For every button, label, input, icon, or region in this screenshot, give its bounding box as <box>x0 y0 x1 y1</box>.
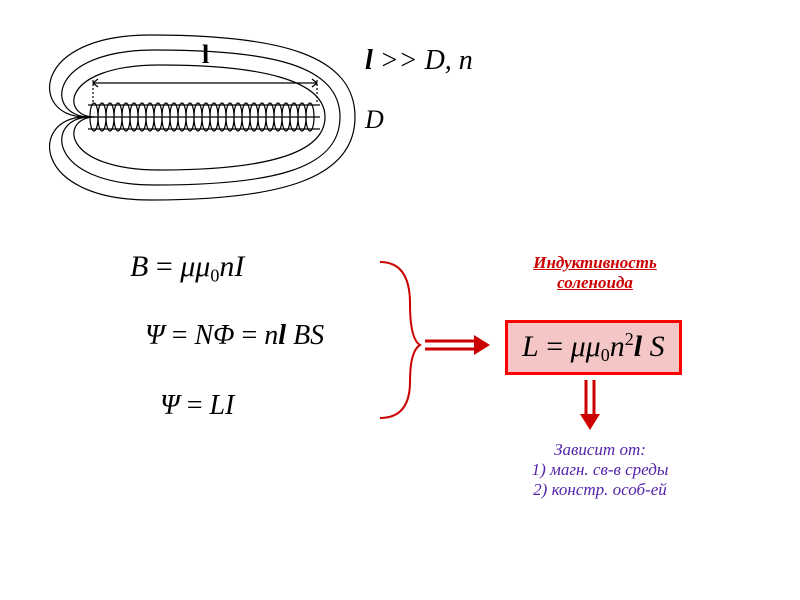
eq2-Psi: Ψ <box>145 320 165 351</box>
eq3-Psi: Ψ <box>160 390 180 421</box>
depends-list: Зависит от: 1) магн. св-в среды 2) конст… <box>500 440 700 500</box>
rf-S: S <box>650 330 665 363</box>
equation-B: B = μμ0nI <box>130 250 244 286</box>
eq2-eq2: = <box>235 320 265 351</box>
result-formula-box: L = μμ0n2l S <box>505 320 682 375</box>
rf-sup2: 2 <box>625 329 634 349</box>
eq2-l: l <box>278 320 286 351</box>
eq3-LI: LI <box>209 390 234 421</box>
rf-L: L <box>522 330 539 363</box>
condition-text: l l >> D, n >> D, n <box>365 45 473 77</box>
depends-line2: 1) магн. св-в среды <box>532 460 669 479</box>
inductance-title-line1: Индуктивность <box>533 253 657 272</box>
solenoid-diagram: l <box>20 25 370 210</box>
inductance-title: Индуктивность соленоида <box>510 253 680 293</box>
rf-sub0: 0 <box>601 345 610 365</box>
rf-l: l <box>634 330 642 363</box>
eq1-B: B <box>130 250 148 283</box>
slide: l l l >> D, n >> D, n D B = μμ0nI Ψ = NΦ… <box>0 0 800 600</box>
eq2-n: n <box>264 320 278 351</box>
eq2-eq1: = <box>165 320 195 351</box>
eq1-nI: nI <box>219 250 244 283</box>
eq2-BS: BS <box>293 320 324 351</box>
eq1-eq: = <box>148 250 180 283</box>
equation-Psi-flux: Ψ = NΦ = nl BS <box>145 320 324 352</box>
depends-line1: Зависит от: <box>554 440 646 459</box>
eq2-N: N <box>194 320 213 351</box>
eq1-mu: μμ <box>180 250 210 283</box>
rf-n: n <box>610 330 625 363</box>
depends-line3: 2) констр. особ-ей <box>533 480 667 499</box>
inductance-title-line2: соленоида <box>557 273 633 292</box>
rf-mu: μμ <box>571 330 601 363</box>
rf-eq: = <box>539 330 571 363</box>
eq3-eq: = <box>180 390 210 421</box>
d-label: D <box>365 105 384 135</box>
svg-text:l: l <box>202 40 209 69</box>
eq2-Phi: Φ <box>213 320 234 351</box>
equation-Psi-LI: Ψ = LI <box>160 390 234 422</box>
